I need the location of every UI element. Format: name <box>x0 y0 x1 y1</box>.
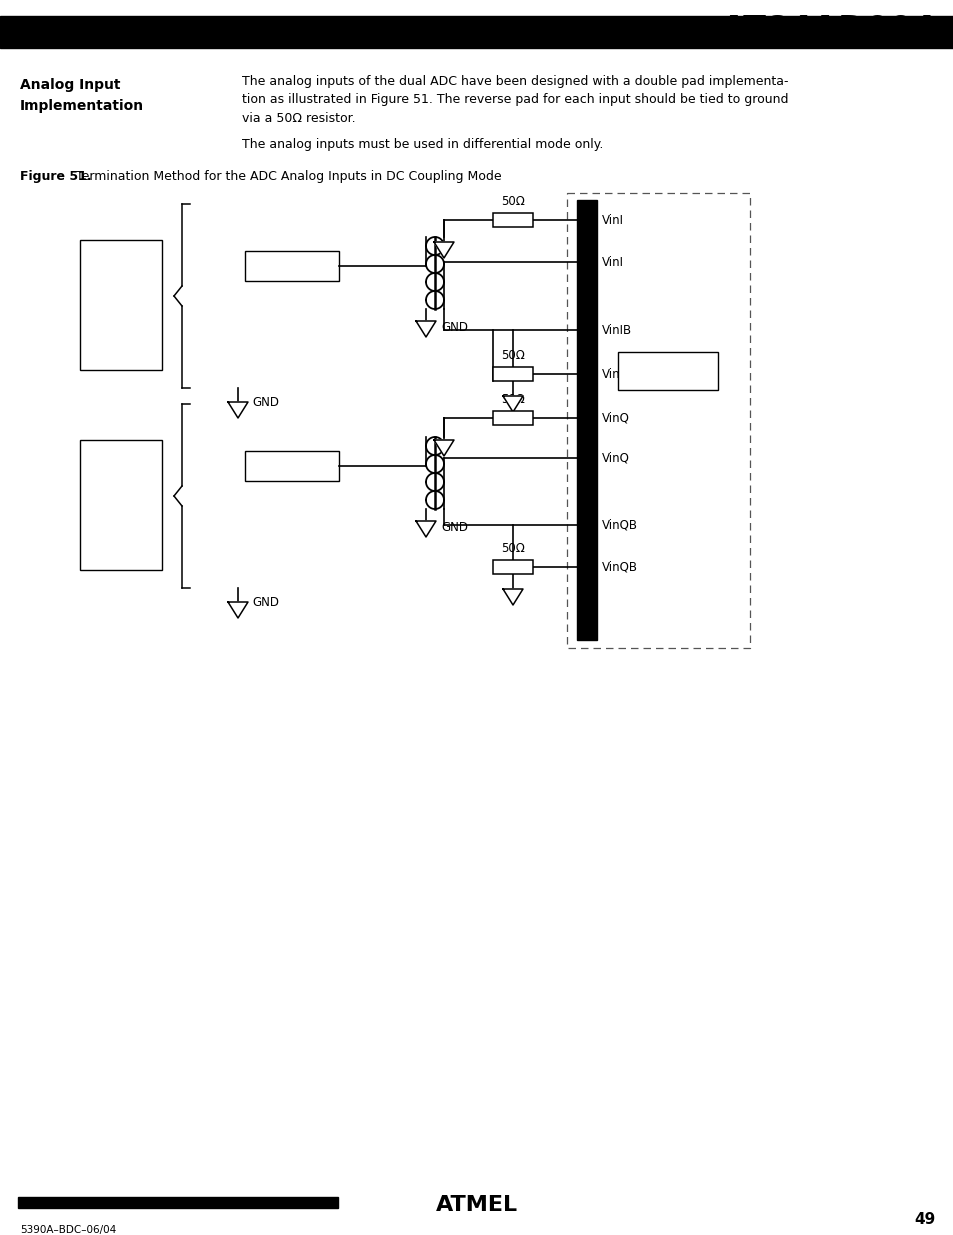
Text: Channel Q: Channel Q <box>89 499 153 511</box>
Text: Dual ADC: Dual ADC <box>638 364 697 378</box>
Bar <box>577 200 597 640</box>
Polygon shape <box>434 242 454 258</box>
Text: The analog inputs of the dual ADC have been designed with a double pad implement: The analog inputs of the dual ADC have b… <box>242 75 788 125</box>
Polygon shape <box>228 403 248 417</box>
Polygon shape <box>502 589 522 605</box>
Text: GND: GND <box>440 321 468 333</box>
Bar <box>245 451 338 480</box>
Text: 50Ω: 50Ω <box>500 350 524 362</box>
Polygon shape <box>502 396 522 412</box>
Bar <box>18 1197 337 1208</box>
Text: The analog inputs must be used in differential mode only.: The analog inputs must be used in differ… <box>242 138 602 151</box>
Text: GND: GND <box>440 521 468 534</box>
Text: 50Ω Source: 50Ω Source <box>257 259 326 273</box>
Text: VinIB: VinIB <box>601 368 632 380</box>
Bar <box>0 16 953 48</box>
Text: 50Ω: 50Ω <box>500 393 524 406</box>
Bar <box>493 212 533 227</box>
Text: 50Ω Source: 50Ω Source <box>257 459 326 473</box>
Text: Channel I: Channel I <box>91 299 151 311</box>
Polygon shape <box>434 440 454 456</box>
Bar <box>493 367 533 382</box>
Text: VinQ: VinQ <box>601 452 629 464</box>
Text: Figure 51.: Figure 51. <box>20 170 91 183</box>
Text: ATMEL: ATMEL <box>436 1195 517 1215</box>
Text: VinQ: VinQ <box>601 411 629 425</box>
Text: VinI: VinI <box>601 256 623 268</box>
Text: 50Ω: 50Ω <box>500 542 524 555</box>
Text: VinIB: VinIB <box>601 324 632 336</box>
Text: AT84AD004: AT84AD004 <box>720 14 935 47</box>
Text: 49: 49 <box>914 1212 935 1228</box>
Text: Termination Method for the ADC Analog Inputs in DC Coupling Mode: Termination Method for the ADC Analog In… <box>76 170 501 183</box>
Text: 50Ω: 50Ω <box>500 195 524 207</box>
Text: VinQB: VinQB <box>601 519 638 531</box>
Text: GND: GND <box>252 396 278 409</box>
Bar <box>493 411 533 425</box>
Text: 5390A–BDC–06/04: 5390A–BDC–06/04 <box>20 1225 116 1235</box>
Bar <box>245 251 338 282</box>
Bar <box>618 352 718 390</box>
Bar <box>493 559 533 574</box>
Bar <box>80 440 162 571</box>
Polygon shape <box>228 601 248 618</box>
Text: VinI: VinI <box>601 214 623 226</box>
Text: Analog Input
Implementation: Analog Input Implementation <box>20 78 144 112</box>
Bar <box>80 240 162 370</box>
Text: GND: GND <box>252 597 278 609</box>
Polygon shape <box>416 521 436 537</box>
Text: VinQB: VinQB <box>601 561 638 573</box>
Polygon shape <box>416 321 436 337</box>
